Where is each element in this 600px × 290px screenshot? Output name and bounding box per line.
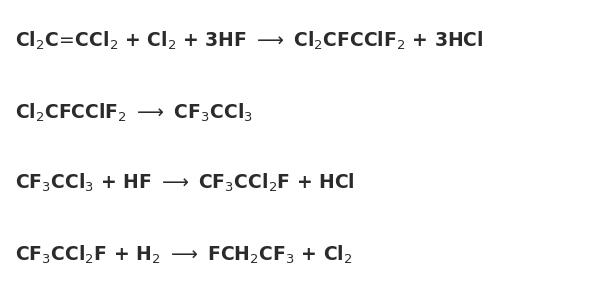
Text: Cl$_2$CFCClF$_2$ $\longrightarrow$ CF$_3$CCl$_3$: Cl$_2$CFCClF$_2$ $\longrightarrow$ CF$_3… — [15, 102, 253, 124]
Text: CF$_3$CCl$_3$ + HF $\longrightarrow$ CF$_3$CCl$_2$F + HCl: CF$_3$CCl$_3$ + HF $\longrightarrow$ CF$… — [15, 172, 355, 194]
Text: Cl$_2$C$\!=\!$CCl$_2$ + Cl$_2$ + 3HF $\longrightarrow$ Cl$_2$CFCClF$_2$ + 3HCl: Cl$_2$C$\!=\!$CCl$_2$ + Cl$_2$ + 3HF $\l… — [15, 30, 484, 52]
Text: CF$_3$CCl$_2$F + H$_2$ $\longrightarrow$ FCH$_2$CF$_3$ + Cl$_2$: CF$_3$CCl$_2$F + H$_2$ $\longrightarrow$… — [15, 244, 353, 266]
